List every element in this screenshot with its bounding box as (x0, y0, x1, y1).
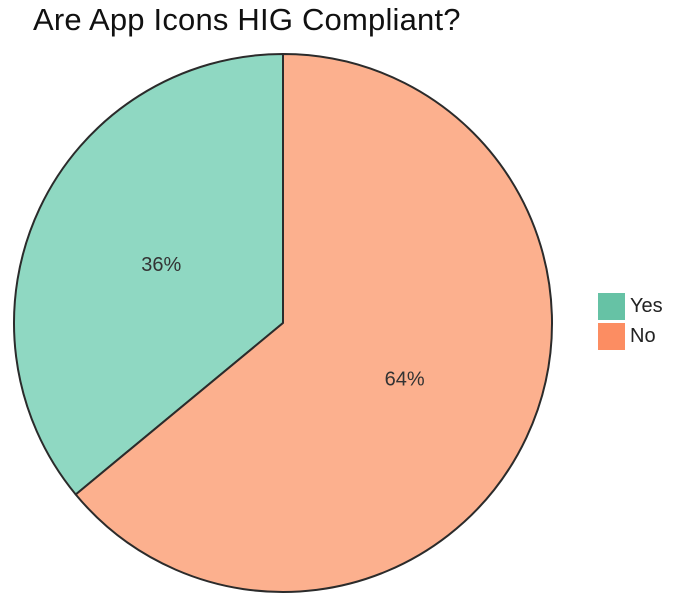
legend-item-no[interactable]: No (598, 321, 663, 351)
legend: Yes No (598, 291, 663, 351)
legend-label-no: No (630, 324, 656, 347)
legend-swatch-yes (598, 292, 625, 320)
pie-slice-no[interactable] (74, 53, 553, 593)
pie-labels: 36% 64% (141, 254, 425, 391)
legend-item-yes[interactable]: Yes (598, 291, 663, 321)
slice-label-no: 64% (385, 369, 425, 391)
slice-label-yes: 36% (141, 254, 181, 276)
pie-slices (13, 53, 553, 593)
pie-slice-yes[interactable] (13, 53, 284, 496)
chart-title: Are App Icons HIG Compliant? (33, 2, 461, 37)
legend-label-yes: Yes (630, 294, 663, 317)
legend-swatch-no (598, 322, 625, 350)
